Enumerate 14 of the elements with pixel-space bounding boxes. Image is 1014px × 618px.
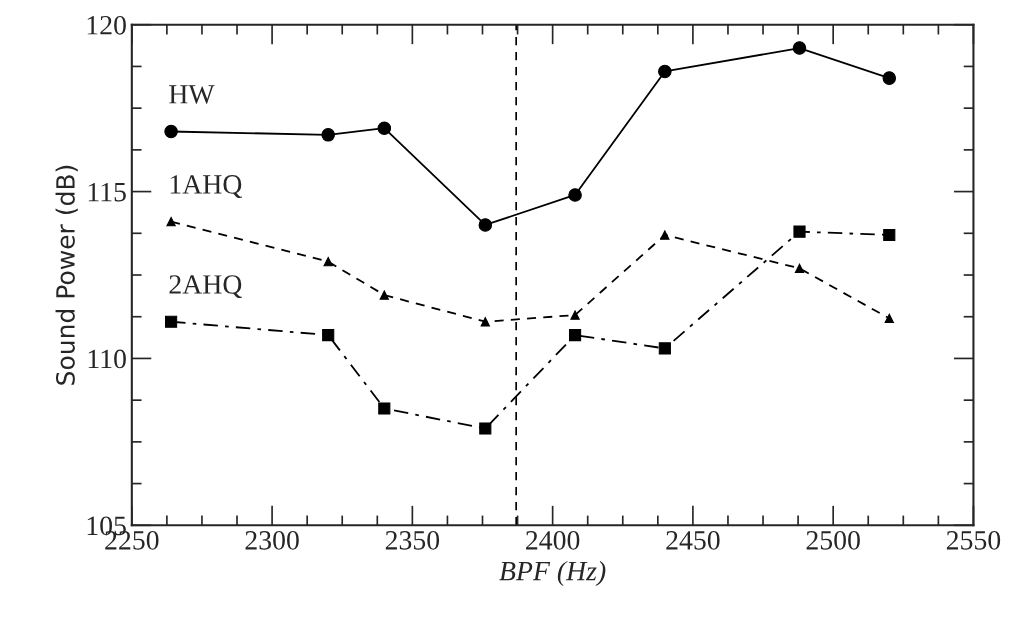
x-tick-label: 2300 xyxy=(245,530,299,550)
y-tick-label: 110 xyxy=(88,349,126,369)
x-tick-label: 2500 xyxy=(806,530,860,550)
x-tick-label: 2350 xyxy=(385,530,440,550)
x-tick-label: 2450 xyxy=(666,530,720,550)
y-tick-label: 120 xyxy=(87,15,126,35)
x-tick-label: 2550 xyxy=(946,530,1001,550)
series-label: HW xyxy=(169,85,215,104)
x-tick-label: 2400 xyxy=(526,530,580,550)
y-axis-title: Sound Power (dB) xyxy=(55,165,78,385)
x-axis-title: BPF (Hz) xyxy=(499,560,606,587)
series-label: 1AHQ xyxy=(170,175,242,198)
series-label: 2AHQ xyxy=(169,275,242,299)
y-tick-label: 115 xyxy=(88,182,126,202)
